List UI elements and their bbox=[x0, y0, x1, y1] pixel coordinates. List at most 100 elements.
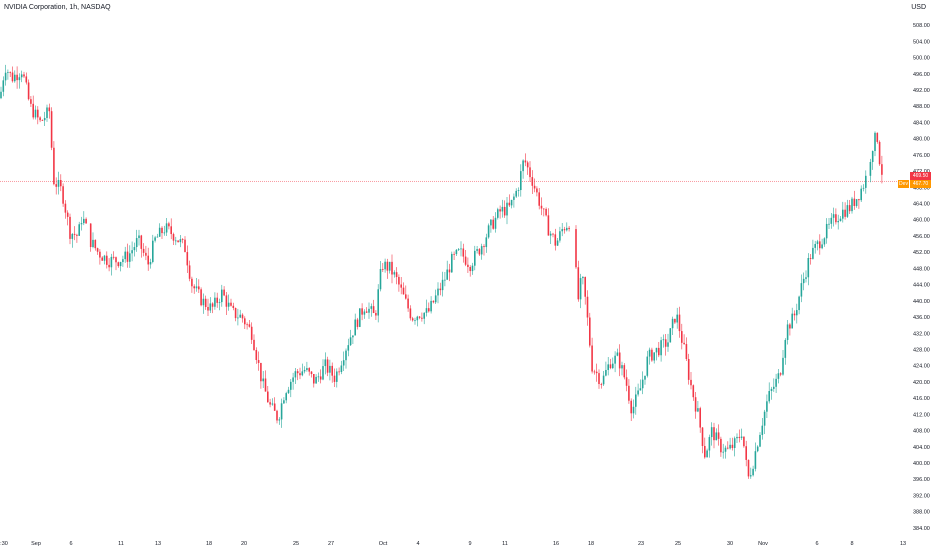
candle-body bbox=[881, 164, 883, 175]
candle-body bbox=[20, 74, 23, 78]
candle-body bbox=[405, 294, 407, 299]
candle-body bbox=[411, 318, 414, 321]
candle-body bbox=[324, 359, 327, 367]
candle-body bbox=[27, 82, 30, 100]
candle-body bbox=[786, 324, 789, 340]
candle-body bbox=[724, 447, 727, 452]
x-tick-label: 6 bbox=[69, 541, 72, 547]
candle-body bbox=[250, 326, 253, 340]
candle-body bbox=[480, 246, 483, 255]
candle-body bbox=[733, 438, 736, 449]
candle-body bbox=[60, 179, 62, 187]
candle-body bbox=[161, 227, 163, 234]
candle-body bbox=[211, 303, 214, 307]
candle-body bbox=[204, 298, 207, 307]
candle-body bbox=[140, 235, 143, 249]
symbol-title: NVIDIA Corporation, 1h, NASDAQ bbox=[4, 4, 111, 11]
x-tick-label: 18 bbox=[588, 541, 594, 547]
candle-body bbox=[773, 386, 775, 389]
candle-body bbox=[460, 248, 462, 250]
candle-body bbox=[37, 109, 39, 118]
candle-body bbox=[664, 339, 667, 347]
x-tick-label: 6 bbox=[815, 541, 818, 547]
x-tick-label: Sep bbox=[31, 541, 41, 547]
candle-body bbox=[589, 317, 591, 346]
candle-body bbox=[273, 403, 276, 411]
candle-body bbox=[184, 239, 186, 253]
candle-body bbox=[552, 233, 554, 235]
candle-body bbox=[800, 283, 803, 297]
candle-body bbox=[225, 295, 228, 307]
candle-body bbox=[828, 223, 830, 225]
candle-body bbox=[517, 190, 520, 191]
candle-body bbox=[262, 378, 264, 382]
candle-body bbox=[149, 262, 152, 265]
candle-body bbox=[333, 375, 336, 382]
y-tick-label: 464.00 bbox=[913, 202, 930, 208]
candle-body bbox=[363, 311, 366, 315]
candle-body bbox=[453, 253, 455, 255]
candle-body bbox=[285, 393, 287, 401]
y-tick-label: 428.00 bbox=[913, 347, 930, 353]
y-tick-label: 504.00 bbox=[913, 39, 930, 45]
candle-body bbox=[839, 218, 842, 222]
candle-body bbox=[46, 107, 48, 118]
candle-body bbox=[487, 225, 490, 238]
candle-body bbox=[292, 377, 294, 382]
candle-body bbox=[515, 190, 517, 197]
candle-body bbox=[497, 209, 499, 218]
candle-body bbox=[110, 256, 113, 268]
candle-body bbox=[736, 436, 738, 439]
candle-body bbox=[823, 238, 826, 245]
candle-body bbox=[607, 364, 609, 370]
candle-body bbox=[402, 287, 405, 295]
x-tick-label: 16 bbox=[553, 541, 559, 547]
candle-body bbox=[474, 250, 476, 266]
candle-body bbox=[135, 238, 138, 248]
candle-body bbox=[609, 364, 612, 369]
candle-body bbox=[11, 72, 14, 82]
candle-body bbox=[2, 80, 5, 92]
candle-body bbox=[559, 231, 561, 241]
candle-body bbox=[69, 216, 71, 239]
x-tick-label: :30 bbox=[0, 541, 8, 547]
candle-body bbox=[651, 349, 653, 361]
candle-body bbox=[83, 218, 85, 224]
candle-body bbox=[860, 188, 862, 201]
candle-body bbox=[126, 251, 129, 262]
candle-body bbox=[648, 349, 651, 357]
candle-body bbox=[616, 352, 619, 356]
candle-body bbox=[195, 286, 198, 289]
candle-body bbox=[253, 339, 255, 351]
candle-body bbox=[501, 206, 504, 212]
candle-body bbox=[439, 288, 442, 291]
candle-body bbox=[301, 371, 304, 376]
candle-body bbox=[193, 286, 195, 289]
y-tick-label: 480.00 bbox=[913, 137, 930, 143]
candle-body bbox=[874, 132, 876, 151]
candle-body bbox=[591, 345, 593, 372]
candle-body bbox=[763, 411, 766, 426]
candle-body bbox=[674, 318, 676, 323]
candle-body bbox=[835, 214, 837, 223]
candle-body bbox=[379, 268, 382, 290]
candle-body bbox=[582, 276, 584, 279]
candle-body bbox=[448, 269, 451, 273]
candle-body bbox=[628, 385, 630, 401]
candle-body bbox=[561, 229, 563, 232]
candle-body bbox=[370, 306, 373, 309]
candle-body bbox=[812, 247, 814, 259]
candle-body bbox=[713, 427, 715, 441]
candle-body bbox=[108, 264, 110, 268]
candle-body bbox=[492, 219, 494, 229]
candle-body bbox=[683, 342, 685, 345]
candle-body bbox=[106, 255, 108, 265]
x-tick-label: 23 bbox=[638, 541, 644, 547]
candle-body bbox=[614, 355, 616, 364]
candle-body bbox=[94, 239, 97, 249]
candle-body bbox=[789, 324, 791, 329]
candle-body bbox=[308, 368, 310, 372]
candle-body bbox=[359, 308, 361, 327]
